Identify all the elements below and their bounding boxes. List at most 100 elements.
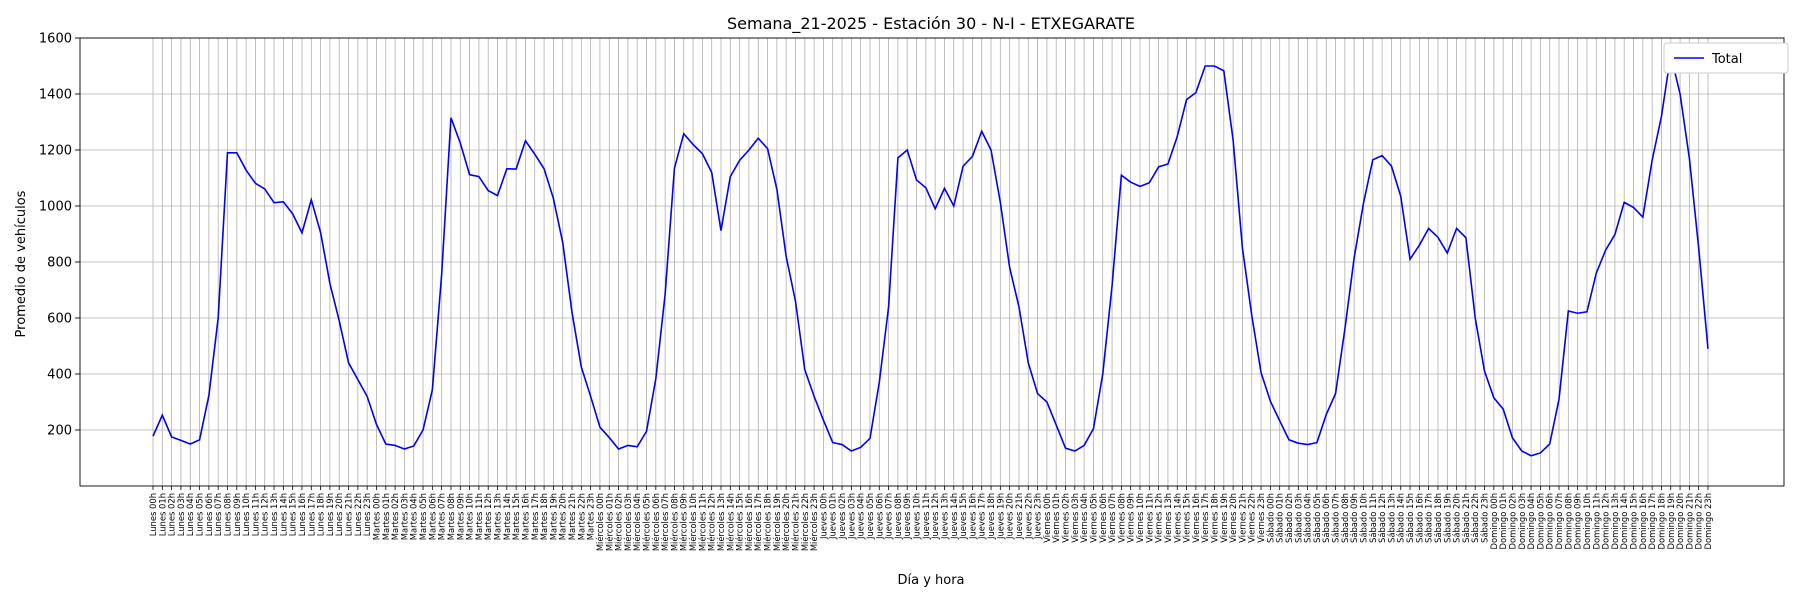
- x-tick-label: Martes 20h: [558, 493, 568, 540]
- x-tick-label: Sábado 12h: [1377, 493, 1387, 543]
- y-tick-label: 1000: [39, 200, 72, 215]
- x-tick-label: Viernes 05h: [1088, 493, 1098, 543]
- x-tick-label: Miércoles 05h: [642, 493, 652, 551]
- x-tick-label: Lunes 19h: [325, 493, 335, 536]
- x-tick-label: Lunes 01h: [157, 493, 167, 536]
- x-tick-label: Miércoles 18h: [763, 493, 773, 551]
- x-tick-label: Sábado 03h: [1293, 493, 1303, 543]
- x-tick-label: Jueves 20h: [1005, 493, 1015, 540]
- x-tick-label: Jueves 09h: [902, 493, 912, 540]
- x-tick-label: Martes 10h: [465, 493, 475, 540]
- x-tick-label: Sábado 10h: [1358, 493, 1368, 543]
- x-tick-label: Martes 01h: [381, 493, 391, 540]
- x-tick-label: Domingo 15h: [1629, 493, 1639, 549]
- x-tick-label: Viernes 12h: [1154, 493, 1164, 543]
- x-tick-label: Martes 18h: [539, 493, 549, 540]
- x-tick-label: Domingo 00h: [1489, 493, 1499, 549]
- y-tick-label: 800: [47, 256, 72, 271]
- x-tick-label: Jueves 03h: [846, 493, 856, 540]
- y-tick-label: 200: [47, 424, 72, 439]
- x-tick-label: Domingo 04h: [1526, 493, 1536, 549]
- x-tick-label: Martes 03h: [399, 493, 409, 540]
- x-tick-label: Martes 16h: [520, 493, 530, 540]
- grid: [80, 37, 1784, 486]
- x-tick-label: Lunes 00h: [148, 493, 158, 536]
- x-tick-label: Martes 00h: [371, 493, 381, 540]
- x-tick-label: Martes 21h: [567, 493, 577, 540]
- x-tick-label: Jueves 13h: [939, 493, 949, 540]
- x-tick-label: Domingo 16h: [1638, 493, 1648, 549]
- x-tick-label: Jueves 17h: [977, 493, 987, 540]
- x-tick-label: Viernes 14h: [1172, 493, 1182, 543]
- x-tick-label: Viernes 04h: [1079, 493, 1089, 543]
- x-tick-label: Domingo 11h: [1591, 493, 1601, 549]
- x-tick-label: Miércoles 13h: [716, 493, 726, 551]
- x-tick-label: Domingo 03h: [1517, 493, 1527, 549]
- x-tick-label: Sábado 08h: [1340, 493, 1350, 543]
- x-tick-label: Sábado 11h: [1368, 493, 1378, 543]
- y-axis-label: Promedio de vehículos: [14, 190, 29, 337]
- x-tick-label: Sábado 23h: [1480, 493, 1490, 543]
- x-tick-label: Domingo 22h: [1694, 493, 1704, 549]
- x-tick-label: Miércoles 23h: [809, 493, 819, 551]
- x-tick-label: Jueves 23h: [1033, 493, 1043, 540]
- x-tick-label: Lunes 11h: [250, 493, 260, 536]
- y-tick-label: 400: [47, 368, 72, 383]
- x-tick-label: Miércoles 01h: [604, 493, 614, 551]
- x-tick-label: Lunes 17h: [306, 493, 316, 536]
- x-tick-label: Domingo 10h: [1582, 493, 1592, 549]
- x-tick-label: Lunes 10h: [241, 493, 251, 536]
- x-tick-label: Miércoles 10h: [688, 493, 698, 551]
- y-tick-label: 600: [47, 312, 72, 327]
- x-tick-label: Domingo 06h: [1545, 493, 1555, 549]
- x-tick-label: Sábado 00h: [1265, 493, 1275, 543]
- x-tick-label: Sábado 16h: [1414, 493, 1424, 543]
- y-tick-label: 1200: [39, 144, 72, 159]
- x-tick-label: Domingo 08h: [1563, 493, 1573, 549]
- x-tick-label: Miércoles 15h: [735, 493, 745, 551]
- x-tick-label: Viernes 00h: [1042, 493, 1052, 543]
- x-tick-label: Domingo 02h: [1507, 493, 1517, 549]
- x-tick-label: Lunes 12h: [260, 493, 270, 536]
- x-tick-label: Domingo 21h: [1684, 493, 1694, 549]
- x-tick-label: Jueves 07h: [884, 493, 894, 540]
- x-tick-label: Sábado 15h: [1405, 493, 1415, 543]
- x-tick-label: Martes 04h: [409, 493, 419, 540]
- y-axis: 200 400 600 800 1000 1200 1400 1600: [39, 32, 80, 439]
- x-tick-label: Domingo 05h: [1535, 493, 1545, 549]
- x-tick-label: Miércoles 00h: [595, 493, 605, 551]
- x-tick-label: Viernes 18h: [1209, 493, 1219, 543]
- x-tick-label: Jueves 19h: [995, 493, 1005, 540]
- x-tick-label: Viernes 11h: [1144, 493, 1154, 543]
- x-tick-label: Domingo 14h: [1619, 493, 1629, 549]
- x-tick-label: Martes 12h: [483, 493, 493, 540]
- x-tick-label: Lunes 21h: [344, 493, 354, 536]
- x-tick-label: Viernes 10h: [1135, 493, 1145, 543]
- x-tick-label: Jueves 12h: [930, 493, 940, 540]
- x-tick-label: Jueves 06h: [874, 493, 884, 540]
- x-tick-label: Domingo 13h: [1610, 493, 1620, 549]
- x-tick-label: Sábado 22h: [1470, 493, 1480, 543]
- x-tick-label: Miércoles 21h: [790, 493, 800, 551]
- x-tick-label: Domingo 07h: [1554, 493, 1564, 549]
- x-tick-label: Martes 13h: [493, 493, 503, 540]
- x-tick-label: Miércoles 16h: [744, 493, 754, 551]
- x-tick-label: Sábado 19h: [1442, 493, 1452, 543]
- x-tick-label: Viernes 13h: [1163, 493, 1173, 543]
- x-tick-label: Miércoles 20h: [781, 493, 791, 551]
- x-tick-label: Domingo 23h: [1703, 493, 1713, 549]
- x-tick-label: Viernes 16h: [1191, 493, 1201, 543]
- x-tick-label: Martes 23h: [586, 493, 596, 540]
- x-tick-label: Jueves 11h: [921, 493, 931, 540]
- x-tick-label: Domingo 12h: [1601, 493, 1611, 549]
- y-tick-label: 1600: [39, 32, 72, 47]
- x-tick-label: Lunes 18h: [316, 493, 326, 536]
- x-tick-label: Miércoles 07h: [660, 493, 670, 551]
- x-tick-label: Sábado 07h: [1331, 493, 1341, 543]
- x-tick-label: Miércoles 02h: [614, 493, 624, 551]
- x-tick-label: Jueves 16h: [967, 493, 977, 540]
- x-tick-label: Martes 17h: [530, 493, 540, 540]
- x-tick-label: Martes 08h: [446, 493, 456, 540]
- x-tick-label: Lunes 16h: [297, 493, 307, 536]
